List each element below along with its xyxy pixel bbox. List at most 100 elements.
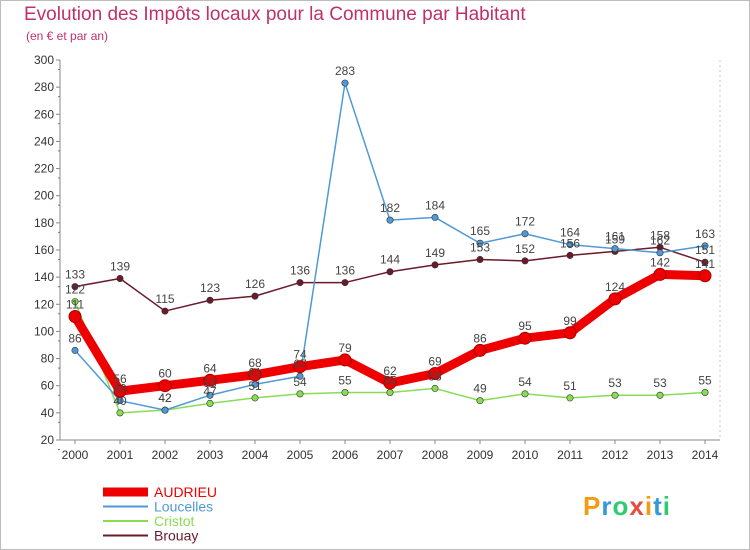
data-point [68,310,82,323]
legend-label: Loucelles [154,499,213,515]
data-label: 144 [380,253,400,267]
data-point [71,346,79,354]
data-point [431,261,439,269]
data-label: 141 [695,257,715,271]
x-tick-label: 2008 [422,448,449,462]
data-label: 79 [338,341,352,355]
data-point [386,388,394,396]
data-label: 133 [65,268,85,282]
x-tick-label: 2005 [287,448,314,462]
y-tick-label: 180 [34,216,54,230]
y-tick-label: 200 [34,189,54,203]
y-tick-label: 80 [41,352,55,366]
data-point [608,292,622,306]
data-labels: 111 56 60 64 68 74 79 62 69 86 95 99 124 142 141 86 49 42… [65,64,715,408]
data-label: 47 [203,384,217,398]
data-label: 162 [650,234,670,248]
x-tick-label: 2007 [377,448,404,462]
data-label: 54 [293,375,307,389]
data-point [476,255,484,263]
data-label: 53 [653,376,667,390]
data-point [431,213,439,221]
data-point [71,298,79,306]
data-point [563,326,577,340]
data-label: 62 [383,364,397,378]
data-label: 55 [698,374,712,388]
data-label: 95 [518,319,532,333]
y-tick-label: 100 [34,324,54,338]
data-point [203,373,217,387]
data-point [251,394,259,402]
x-tick-label: 2001 [107,448,134,462]
y-tick-label: 260 [34,107,54,121]
data-point [431,384,439,392]
logo-letter: r [601,491,613,521]
data-label: 58 [428,369,442,383]
data-point [656,391,664,399]
logo-letter: i [644,491,654,521]
data-point [476,397,484,405]
data-point [341,279,349,287]
logo-letter: x [629,491,645,521]
data-label: 49 [473,382,487,396]
y-tick-label: 220 [34,162,54,176]
data-label: 53 [203,376,217,390]
data-point [206,399,214,407]
proxiti-logo: Proxiti [583,491,671,522]
data-label: 159 [605,232,625,246]
data-point [161,307,169,315]
x-tick-label: 2010 [512,448,539,462]
data-label: 64 [203,361,217,375]
y-tick-label: 120 [34,297,54,311]
data-label: 151 [695,243,715,257]
x-tick-label: 2002 [152,448,179,462]
data-point [521,257,529,265]
data-label: 69 [428,355,442,369]
logo-letter: i [662,491,671,521]
data-label: 164 [560,226,580,240]
data-label: 158 [650,228,670,242]
x-tick-label: 2011 [557,448,583,462]
data-label: 136 [335,264,355,278]
data-point [701,258,709,266]
data-point [656,249,664,257]
data-point [428,367,442,380]
chart-subtitle: (en € et par an) [26,29,109,43]
data-label: 40 [113,394,127,408]
chart-title: Evolution des Impôts locaux pour la Comm… [24,4,526,25]
data-point [518,331,532,345]
logo-letter: t [653,491,663,521]
data-point [566,241,574,249]
logo-letter: P [583,491,602,521]
data-point [701,242,709,250]
data-point [473,343,487,357]
data-point [71,283,79,291]
data-point [341,388,349,396]
data-label: 99 [563,314,577,328]
data-label: 49 [113,382,127,396]
data-label: 42 [158,391,172,405]
data-label: 67 [293,357,307,371]
data-point [566,251,574,259]
data-point [698,269,712,283]
data-label: 136 [290,264,310,278]
data-point [116,409,124,417]
data-label: 86 [68,331,82,345]
data-point [383,376,397,390]
axes: 20 40 60 80 100 120 140 160 180 200 220 240 260 280 30… [34,53,721,462]
x-tick-label: 2012 [602,448,629,462]
data-label: 161 [605,230,625,244]
data-label: 184 [425,198,445,212]
data-label: 122 [65,283,85,297]
data-point [113,384,127,398]
data-label: 42 [158,391,172,405]
data-label: 142 [650,255,670,269]
data-label: 152 [515,242,535,256]
y-tick-label: 160 [34,243,54,257]
data-label: 111 [66,298,85,312]
y-tick-label: 140 [34,270,54,284]
legend-label: AUDRIEU [154,484,217,500]
data-label: 139 [110,260,130,274]
data-label: 153 [470,241,490,255]
